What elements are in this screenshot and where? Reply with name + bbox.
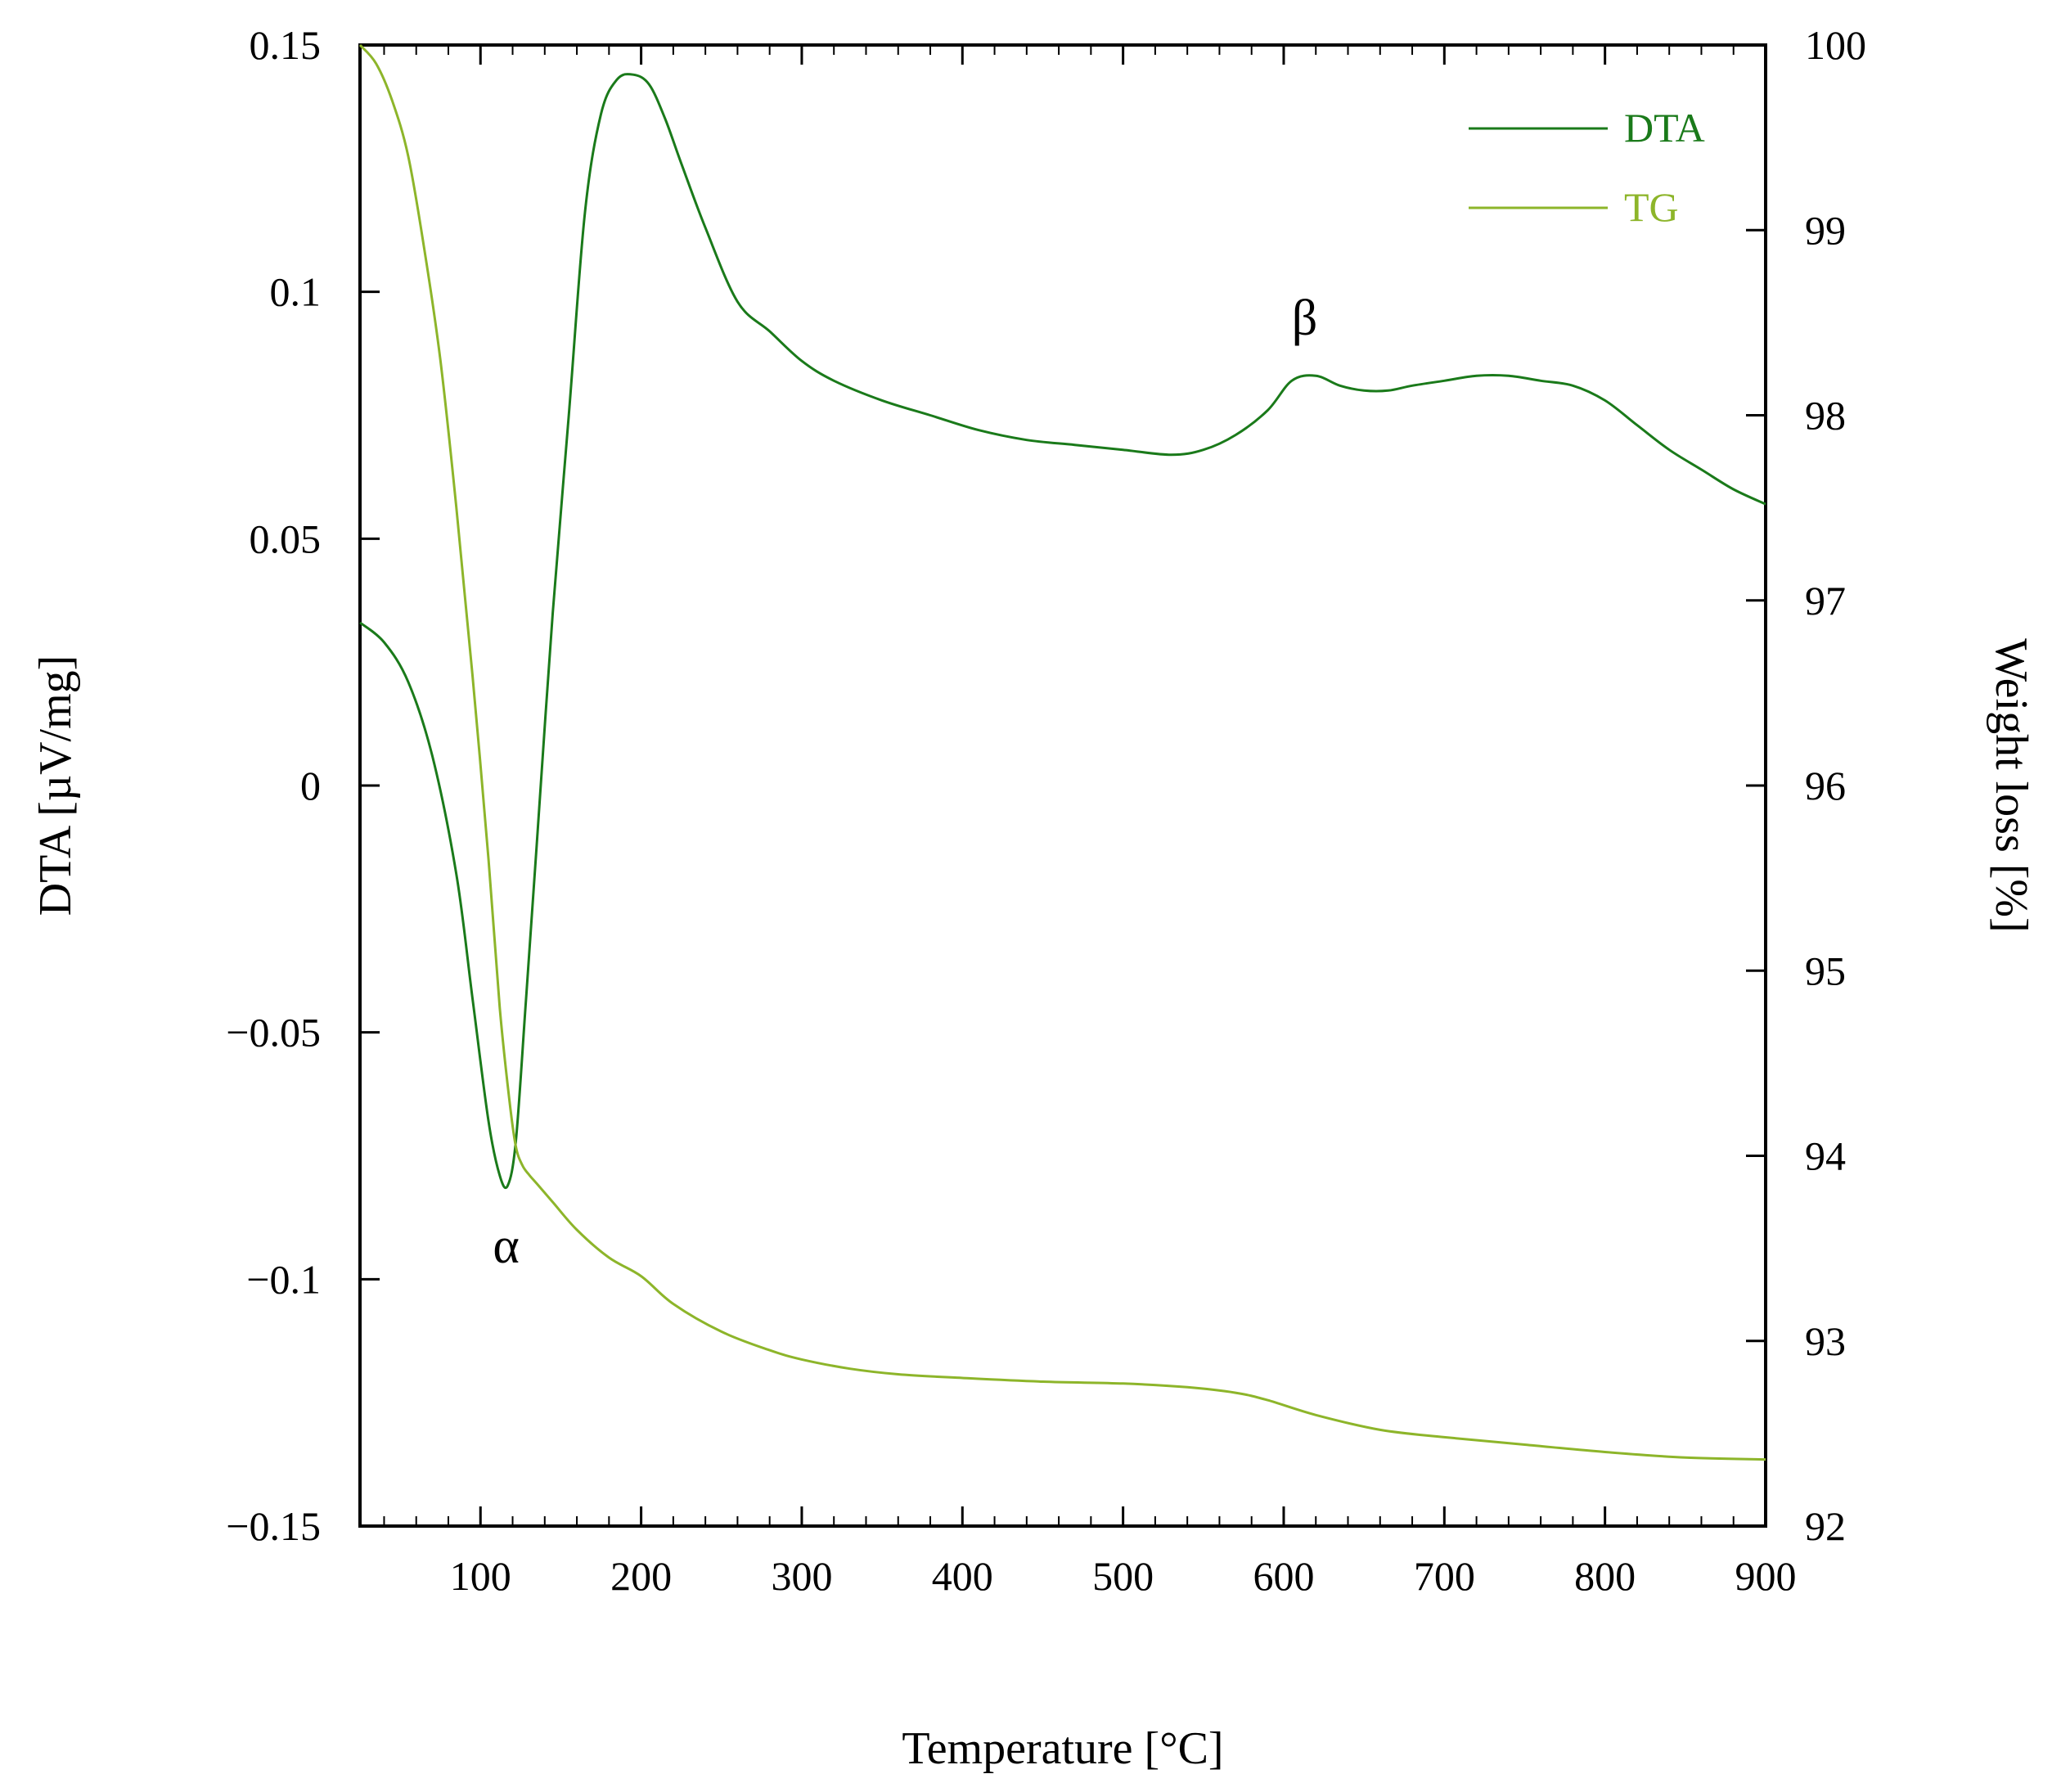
x-tick-label: 700 [1414,1553,1475,1599]
series-line-tg [358,43,1766,1461]
plot-frame [358,43,1767,1528]
legend-label-dta: DTA [1624,105,1705,151]
x-tick-label: 200 [610,1553,672,1599]
y-right-tick-label: 98 [1805,393,1846,439]
x-axis-ticks: 100 200 300 400 500 600 700 800 900 [383,45,1797,1599]
x-axis-title: Temperature [°C] [902,1723,1223,1774]
y-right-axis-ticks: 92 93 94 95 96 97 98 99 100 [1746,22,1866,1549]
x-tick-label: 400 [932,1553,993,1599]
y-left-tick-label: 0 [300,763,321,808]
series-layer [358,43,1766,1461]
annotation-beta: β [1292,290,1318,346]
y-left-tick-label: 0.15 [250,22,322,68]
legend-label-tg: TG [1624,184,1679,230]
y-right-tick-label: 94 [1805,1133,1846,1179]
y-right-tick-label: 96 [1805,763,1846,808]
x-tick-label: 600 [1253,1553,1314,1599]
legend: DTA TG [1469,105,1705,230]
x-tick-label: 900 [1735,1553,1797,1599]
y-right-tick-label: 93 [1805,1318,1846,1364]
annotation-alpha: α [493,1218,519,1274]
y-right-tick-label: 97 [1805,578,1846,624]
y-left-axis-ticks: −0.15 −0.1 −0.05 0 0.05 0.1 0.15 [226,22,380,1549]
y-left-tick-label: 0.05 [250,516,322,561]
y-left-tick-label: 0.1 [270,269,322,315]
y-left-tick-label: −0.15 [226,1503,321,1549]
y-left-tick-label: −0.1 [246,1256,321,1302]
x-tick-label: 500 [1092,1553,1154,1599]
y-right-tick-label: 100 [1805,22,1866,68]
x-tick-label: 100 [450,1553,511,1599]
y-right-tick-label: 95 [1805,948,1846,993]
y-right-tick-label: 99 [1805,207,1846,253]
y-left-tick-label: −0.05 [226,1010,321,1056]
series-line-dta [359,73,1766,1190]
x-tick-label: 300 [771,1553,832,1599]
x-tick-label: 800 [1574,1553,1636,1599]
y-left-axis-title: DTA [µV/mg] [30,655,81,916]
y-right-axis-title: Weight loss [%] [1986,638,2036,932]
y-right-tick-label: 92 [1805,1503,1846,1549]
